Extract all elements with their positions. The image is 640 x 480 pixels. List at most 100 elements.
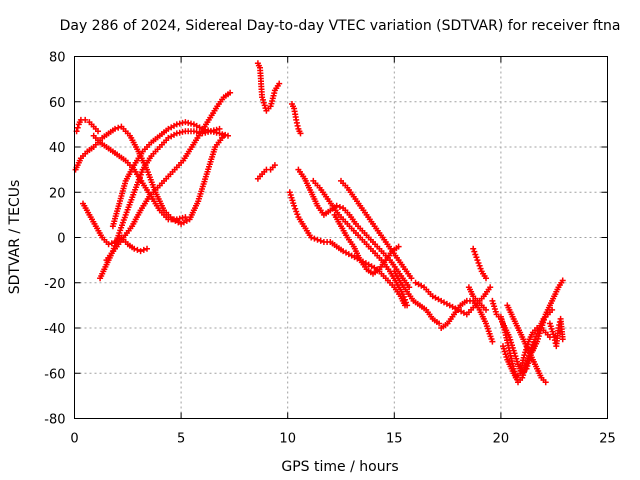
series-track-20: [470, 245, 489, 282]
data-point: [314, 236, 321, 243]
data-point: [188, 120, 194, 127]
series-track-19: [465, 284, 489, 313]
y-tick-label: 40: [49, 141, 66, 156]
data-point: [294, 211, 301, 218]
series-track-08: [254, 60, 283, 114]
data-point: [291, 202, 298, 209]
data-point: [483, 306, 489, 313]
y-tick-label: 0: [57, 232, 65, 247]
x-axis-label: GPS time / hours: [281, 459, 398, 475]
data-point: [227, 89, 234, 96]
series-track-14: [338, 177, 415, 282]
series-track-13: [295, 166, 413, 291]
data-point: [182, 119, 189, 126]
data-point: [260, 96, 266, 103]
data-point: [82, 116, 89, 123]
series-track-10: [289, 101, 304, 137]
x-tick-label: 0: [70, 432, 78, 447]
data-point: [477, 265, 484, 272]
data-point: [395, 243, 402, 250]
data-point: [193, 128, 200, 135]
data-point: [225, 132, 231, 139]
data-point: [222, 131, 229, 138]
series-track-25: [529, 277, 566, 354]
data-point: [473, 254, 480, 261]
data-point: [115, 124, 122, 131]
y-tick-label: -60: [44, 367, 65, 382]
data-point: [535, 335, 541, 342]
series-track-09: [254, 162, 278, 182]
series-track-26: [546, 315, 566, 350]
series-track-17: [412, 279, 494, 318]
data-point: [74, 124, 81, 131]
y-tick-label: -80: [44, 413, 65, 428]
y-axis-ticks: 80 60 40 20 0 -20 -40 -60 -80: [44, 51, 608, 428]
data-point: [483, 275, 489, 282]
data-point: [213, 126, 220, 133]
data-point: [308, 234, 315, 241]
x-tick-label: 20: [493, 432, 510, 447]
data-point: [317, 237, 324, 244]
data-point: [559, 336, 566, 343]
data-point: [472, 251, 479, 258]
y-axis-label: SDTVAR / TECUs: [7, 180, 23, 295]
data-point: [207, 128, 214, 135]
series-track-15: [331, 211, 402, 277]
data-point: [471, 248, 478, 255]
data-point: [95, 128, 101, 135]
data-point: [131, 245, 138, 252]
data-point: [402, 296, 408, 303]
y-tick-label: 20: [49, 186, 66, 201]
data-point: [137, 248, 144, 255]
data-point: [470, 245, 477, 252]
data-point: [173, 121, 180, 128]
data-point: [336, 204, 343, 210]
data-point: [436, 320, 443, 327]
data-point: [294, 122, 301, 129]
data-point: [541, 316, 547, 323]
data-point: [487, 284, 494, 291]
data-point: [292, 205, 299, 212]
data-point: [333, 202, 340, 209]
series-track-06: [97, 125, 223, 282]
data-point: [474, 257, 481, 264]
data-point: [202, 129, 209, 136]
x-tick-label: 15: [386, 432, 403, 447]
data-point: [408, 275, 415, 282]
chart-title: Day 286 of 2024, Sidereal Day-to-day VTE…: [60, 18, 621, 34]
data-point: [276, 80, 283, 87]
data-point: [550, 331, 557, 338]
data-point: [144, 245, 150, 252]
data-point: [105, 241, 112, 248]
y-tick-label: 60: [49, 96, 66, 111]
data-point: [176, 129, 183, 136]
series-track-07: [73, 116, 101, 135]
data-point: [476, 262, 483, 269]
data-point: [399, 291, 406, 298]
data-point: [134, 246, 141, 253]
grid: [74, 56, 608, 419]
y-tick-label: 80: [49, 51, 66, 66]
data-point: [140, 246, 147, 253]
series-track-16: [391, 268, 443, 327]
x-tick-label: 10: [279, 432, 296, 447]
y-tick-label: -40: [44, 322, 65, 337]
data-point: [489, 338, 496, 345]
data-point: [112, 125, 118, 132]
x-tick-label: 25: [599, 432, 616, 447]
series-track-04: [90, 132, 189, 223]
data-point: [475, 260, 482, 266]
data-point: [271, 162, 278, 169]
data-points: [72, 60, 566, 386]
data-point: [173, 216, 180, 223]
data-point: [293, 208, 300, 215]
y-tick-label: -20: [44, 277, 65, 292]
plot-frame: [74, 56, 608, 419]
data-point: [542, 379, 549, 386]
x-tick-label: 5: [177, 432, 185, 447]
data-point: [559, 277, 566, 284]
data-point: [404, 302, 411, 309]
series-track-05: [80, 200, 150, 255]
data-point: [182, 214, 189, 221]
